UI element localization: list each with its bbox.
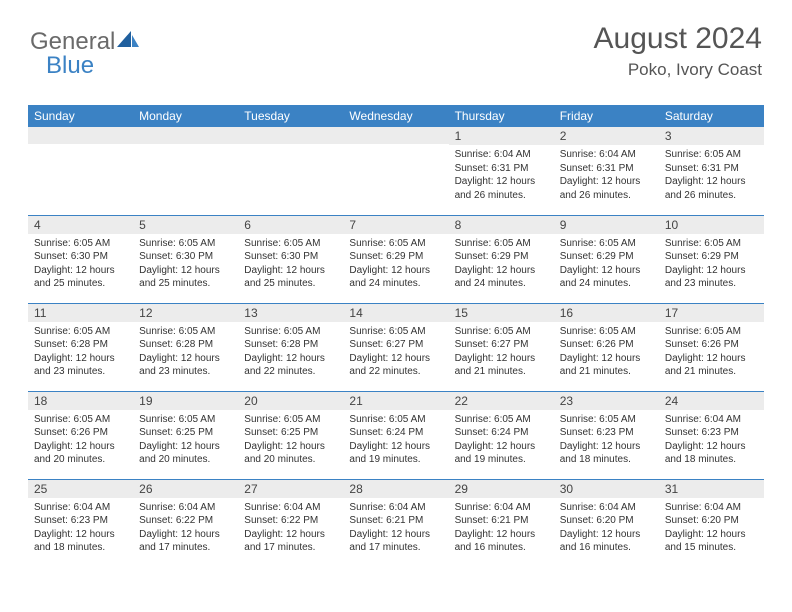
day-cell: Sunrise: 6:05 AMSunset: 6:28 PMDaylight:… [238, 322, 343, 383]
day-cell: Sunrise: 6:04 AMSunset: 6:22 PMDaylight:… [238, 498, 343, 559]
day-header: Tuesday [238, 105, 343, 127]
day-cell: Sunrise: 6:05 AMSunset: 6:29 PMDaylight:… [449, 234, 554, 295]
day-number: 16 [554, 304, 659, 322]
logo-sail-icon [117, 28, 141, 56]
day-number: 28 [343, 480, 448, 498]
day-number: 7 [343, 216, 448, 234]
day-number: 1 [449, 127, 554, 145]
day-number: 8 [449, 216, 554, 234]
day-number: 12 [133, 304, 238, 322]
day-number: 31 [659, 480, 764, 498]
day-number: 17 [659, 304, 764, 322]
day-number: 15 [449, 304, 554, 322]
day-header: Monday [133, 105, 238, 127]
day-number: 20 [238, 392, 343, 410]
day-number: 29 [449, 480, 554, 498]
day-header: Wednesday [343, 105, 448, 127]
day-cell: Sunrise: 6:05 AMSunset: 6:27 PMDaylight:… [449, 322, 554, 383]
day-number: 27 [238, 480, 343, 498]
day-number: 24 [659, 392, 764, 410]
day-cell: Sunrise: 6:04 AMSunset: 6:21 PMDaylight:… [343, 498, 448, 559]
day-cell: Sunrise: 6:05 AMSunset: 6:26 PMDaylight:… [28, 410, 133, 471]
day-cell: Sunrise: 6:05 AMSunset: 6:23 PMDaylight:… [554, 410, 659, 471]
day-number: 22 [449, 392, 554, 410]
day-number: 30 [554, 480, 659, 498]
day-number: 6 [238, 216, 343, 234]
day-cell: Sunrise: 6:05 AMSunset: 6:29 PMDaylight:… [343, 234, 448, 295]
day-cell: Sunrise: 6:04 AMSunset: 6:22 PMDaylight:… [133, 498, 238, 559]
day-number: 10 [659, 216, 764, 234]
logo-text-2: Blue [46, 52, 94, 80]
day-cell: Sunrise: 6:04 AMSunset: 6:23 PMDaylight:… [659, 410, 764, 471]
day-number: 18 [28, 392, 133, 410]
day-cell: Sunrise: 6:05 AMSunset: 6:31 PMDaylight:… [659, 145, 764, 206]
day-number: 5 [133, 216, 238, 234]
day-cell: Sunrise: 6:04 AMSunset: 6:23 PMDaylight:… [28, 498, 133, 559]
day-header-row: SundayMondayTuesdayWednesdayThursdayFrid… [28, 105, 764, 127]
day-header: Sunday [28, 105, 133, 127]
day-cell: Sunrise: 6:04 AMSunset: 6:31 PMDaylight:… [449, 145, 554, 206]
day-cell: Sunrise: 6:05 AMSunset: 6:24 PMDaylight:… [449, 410, 554, 471]
day-number: 21 [343, 392, 448, 410]
day-cell: Sunrise: 6:05 AMSunset: 6:28 PMDaylight:… [133, 322, 238, 383]
empty-day [28, 127, 133, 144]
calendar-table: SundayMondayTuesdayWednesdayThursdayFrid… [28, 105, 764, 567]
day-cell: Sunrise: 6:05 AMSunset: 6:25 PMDaylight:… [133, 410, 238, 471]
day-number: 19 [133, 392, 238, 410]
day-number: 11 [28, 304, 133, 322]
day-cell: Sunrise: 6:05 AMSunset: 6:30 PMDaylight:… [133, 234, 238, 295]
day-cell: Sunrise: 6:04 AMSunset: 6:20 PMDaylight:… [659, 498, 764, 559]
page-title: August 2024 [594, 22, 762, 56]
empty-day [133, 127, 238, 144]
day-cell: Sunrise: 6:05 AMSunset: 6:29 PMDaylight:… [554, 234, 659, 295]
day-cell: Sunrise: 6:05 AMSunset: 6:26 PMDaylight:… [554, 322, 659, 383]
empty-day [343, 127, 448, 144]
day-cell: Sunrise: 6:05 AMSunset: 6:29 PMDaylight:… [659, 234, 764, 295]
day-number: 25 [28, 480, 133, 498]
day-cell: Sunrise: 6:05 AMSunset: 6:26 PMDaylight:… [659, 322, 764, 383]
day-cell: Sunrise: 6:05 AMSunset: 6:28 PMDaylight:… [28, 322, 133, 383]
day-cell: Sunrise: 6:04 AMSunset: 6:20 PMDaylight:… [554, 498, 659, 559]
header: August 2024 Poko, Ivory Coast [594, 22, 762, 80]
day-number: 23 [554, 392, 659, 410]
day-number: 4 [28, 216, 133, 234]
location-label: Poko, Ivory Coast [594, 60, 762, 80]
day-number: 14 [343, 304, 448, 322]
day-cell: Sunrise: 6:05 AMSunset: 6:30 PMDaylight:… [28, 234, 133, 295]
day-number: 13 [238, 304, 343, 322]
day-cell: Sunrise: 6:04 AMSunset: 6:21 PMDaylight:… [449, 498, 554, 559]
day-cell: Sunrise: 6:04 AMSunset: 6:31 PMDaylight:… [554, 145, 659, 206]
day-header: Saturday [659, 105, 764, 127]
day-header: Friday [554, 105, 659, 127]
day-number: 3 [659, 127, 764, 145]
day-cell: Sunrise: 6:05 AMSunset: 6:30 PMDaylight:… [238, 234, 343, 295]
day-number: 9 [554, 216, 659, 234]
day-header: Thursday [449, 105, 554, 127]
day-cell: Sunrise: 6:05 AMSunset: 6:25 PMDaylight:… [238, 410, 343, 471]
day-cell: Sunrise: 6:05 AMSunset: 6:24 PMDaylight:… [343, 410, 448, 471]
day-number: 26 [133, 480, 238, 498]
empty-day [238, 127, 343, 144]
day-cell: Sunrise: 6:05 AMSunset: 6:27 PMDaylight:… [343, 322, 448, 383]
day-number: 2 [554, 127, 659, 145]
